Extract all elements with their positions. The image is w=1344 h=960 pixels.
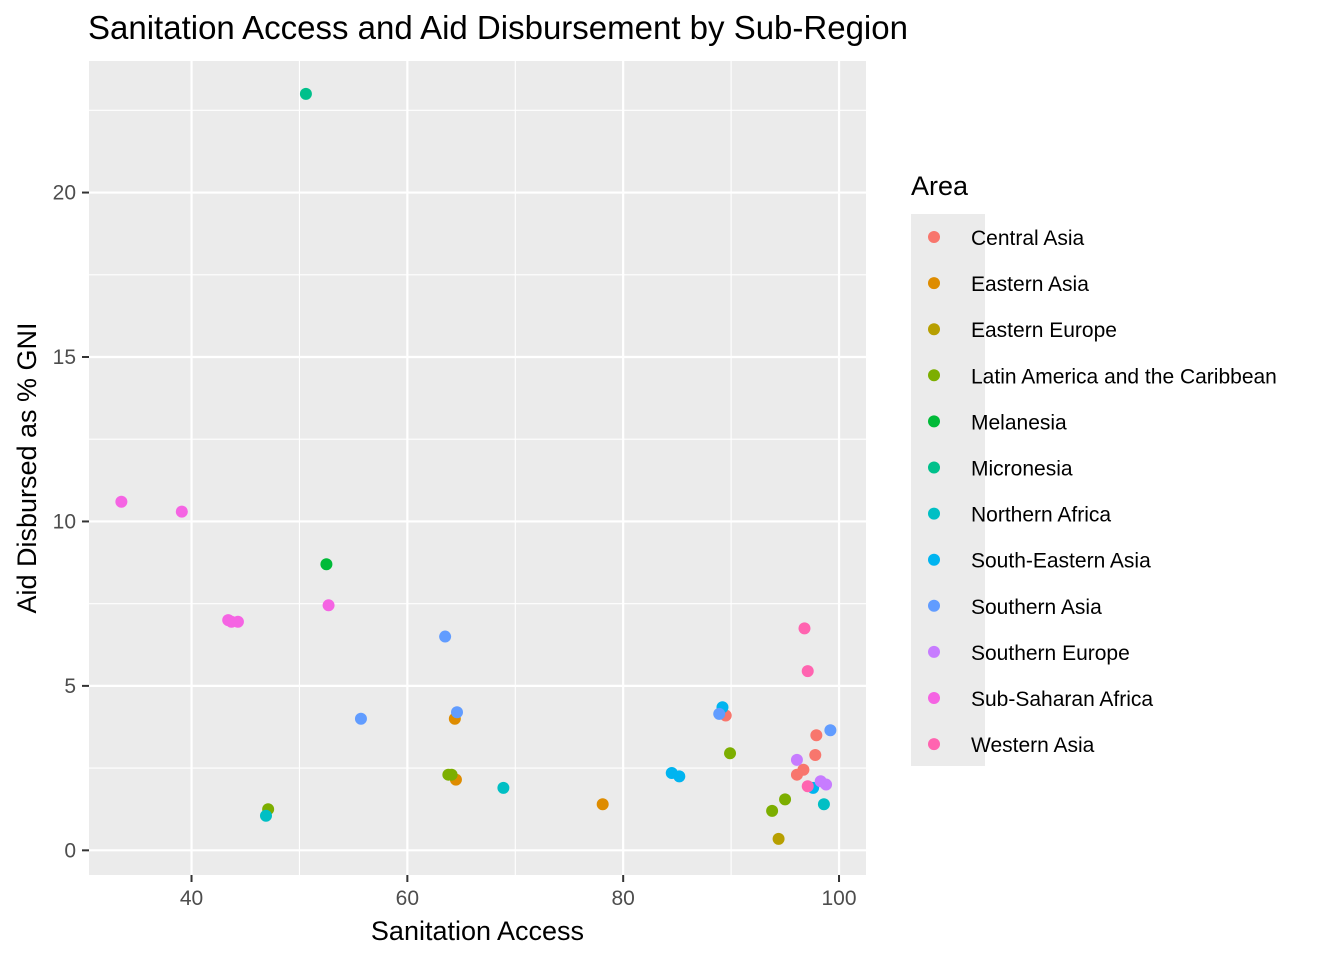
- data-point: [299, 87, 312, 100]
- legend-key-background: [911, 214, 985, 766]
- legend-key: [928, 507, 940, 520]
- data-point: [801, 665, 814, 678]
- x-tick-label: 80: [612, 887, 635, 910]
- x-tick-label: 60: [396, 887, 419, 910]
- data-point: [766, 804, 779, 817]
- legend-label: Central Asia: [971, 227, 1085, 250]
- data-point: [259, 809, 272, 822]
- x-tick-label: 100: [821, 887, 856, 910]
- data-point: [320, 558, 333, 571]
- chart-title: Sanitation Access and Aid Disbursement b…: [88, 9, 908, 46]
- data-point: [175, 505, 188, 518]
- legend-key: [928, 645, 940, 658]
- y-tick-label: 10: [53, 510, 76, 533]
- data-point: [790, 753, 803, 766]
- y-axis-title: Aid Disbursed as % GNI: [12, 322, 42, 613]
- legend-label: Latin America and the Caribbean: [971, 365, 1277, 388]
- y-tick-label: 5: [64, 675, 76, 698]
- data-point: [809, 748, 822, 761]
- data-point: [820, 778, 833, 791]
- legend-label: Eastern Europe: [971, 319, 1117, 342]
- legend-label: South-Eastern Asia: [971, 550, 1151, 573]
- legend-label: Melanesia: [971, 411, 1067, 434]
- y-tick-label: 15: [53, 346, 76, 369]
- data-point: [450, 706, 463, 719]
- data-point: [322, 599, 335, 612]
- legend-key: [928, 231, 940, 243]
- legend-key: [928, 553, 940, 566]
- legend-key: [928, 599, 940, 612]
- legend-key: [928, 369, 940, 382]
- x-axis-title: Sanitation Access: [371, 916, 584, 946]
- data-point: [354, 712, 367, 725]
- y-axis: 0 5 10 15 20: [53, 182, 89, 862]
- data-points: [115, 87, 837, 845]
- data-point: [439, 630, 452, 643]
- data-point: [801, 780, 814, 793]
- legend-label: Sub-Saharan Africa: [971, 688, 1153, 711]
- data-point: [810, 729, 823, 742]
- minor-gridlines: [89, 61, 866, 875]
- x-axis: 40 60 80 100: [180, 875, 857, 910]
- legend-label: Southern Asia: [971, 596, 1102, 619]
- legend: Area Central Asia Eastern Asia Eastern Eur…: [911, 171, 1277, 766]
- data-point: [790, 768, 803, 781]
- legend-label: Eastern Asia: [971, 273, 1089, 296]
- legend-label: Western Asia: [971, 734, 1095, 757]
- data-point: [779, 793, 792, 806]
- x-tick-label: 40: [180, 887, 203, 910]
- data-point: [445, 768, 458, 781]
- legend-label: Micronesia: [971, 458, 1073, 481]
- legend-key: [928, 461, 940, 474]
- data-point: [596, 798, 609, 811]
- data-point: [231, 615, 244, 628]
- data-point: [115, 495, 128, 508]
- legend-title: Area: [911, 171, 969, 201]
- data-point: [824, 724, 837, 737]
- data-point: [497, 781, 510, 794]
- plot-panel: [89, 61, 866, 875]
- data-point: [673, 770, 686, 783]
- data-point: [798, 622, 811, 635]
- legend-key: [928, 692, 940, 704]
- data-point: [713, 707, 726, 720]
- data-point: [724, 747, 737, 760]
- data-point: [817, 798, 830, 811]
- legend-key: [928, 738, 940, 751]
- major-gridlines: [89, 61, 866, 875]
- y-tick-label: 20: [53, 182, 76, 205]
- data-point: [772, 832, 785, 845]
- y-tick-label: 0: [64, 839, 76, 862]
- legend-label: Southern Europe: [971, 642, 1130, 665]
- legend-key: [928, 323, 940, 336]
- legend-key: [928, 277, 940, 290]
- legend-key: [928, 415, 940, 428]
- legend-label: Northern Africa: [971, 504, 1111, 527]
